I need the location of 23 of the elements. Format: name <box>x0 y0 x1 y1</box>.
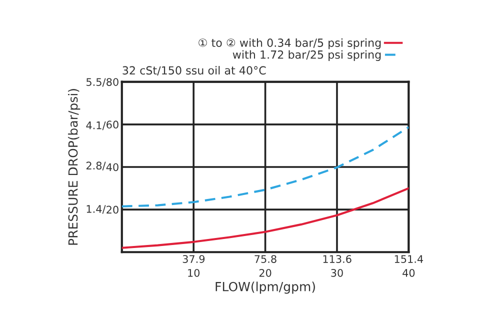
legend-label: with 1.72 bar/25 psi spring <box>232 50 381 61</box>
y-axis-title: PRESSURE DROP(bar/psi) <box>68 89 80 245</box>
y2-tick-label: 20 <box>106 206 118 214</box>
x-axis-title: FLOW(lpm/gpm) <box>216 282 315 294</box>
y-tick-label: 2.8/ <box>86 162 106 170</box>
chart-subtitle: 32 cSt/150 ssu oil at 40°C <box>122 66 266 76</box>
line-series <box>122 187 409 249</box>
y2-tick-label: 60 <box>106 120 118 129</box>
y-tick-label: 4.1/ <box>86 122 106 130</box>
x-tick-label: 30 <box>331 268 343 277</box>
y-tick-label: 1.4/ <box>86 205 106 214</box>
y-tick-label: 5.5/ <box>86 78 106 87</box>
x2-tick-label: 151.4 <box>394 255 424 263</box>
x-tick-label: 40 <box>402 268 415 277</box>
y2-tick-label: 40 <box>106 163 118 172</box>
x-tick-label: 20 <box>259 268 272 277</box>
legend-label: ① to ② with 0.34 bar/5 psi spring <box>198 38 381 50</box>
x-tick-label: 10 <box>188 268 200 277</box>
x2-tick-label: 37.9 <box>182 255 205 263</box>
x2-tick-label: 75.8 <box>254 255 276 263</box>
y2-tick-label: 80 <box>106 78 118 86</box>
line-series <box>122 126 409 208</box>
x2-tick-label: 113.6 <box>323 255 352 263</box>
